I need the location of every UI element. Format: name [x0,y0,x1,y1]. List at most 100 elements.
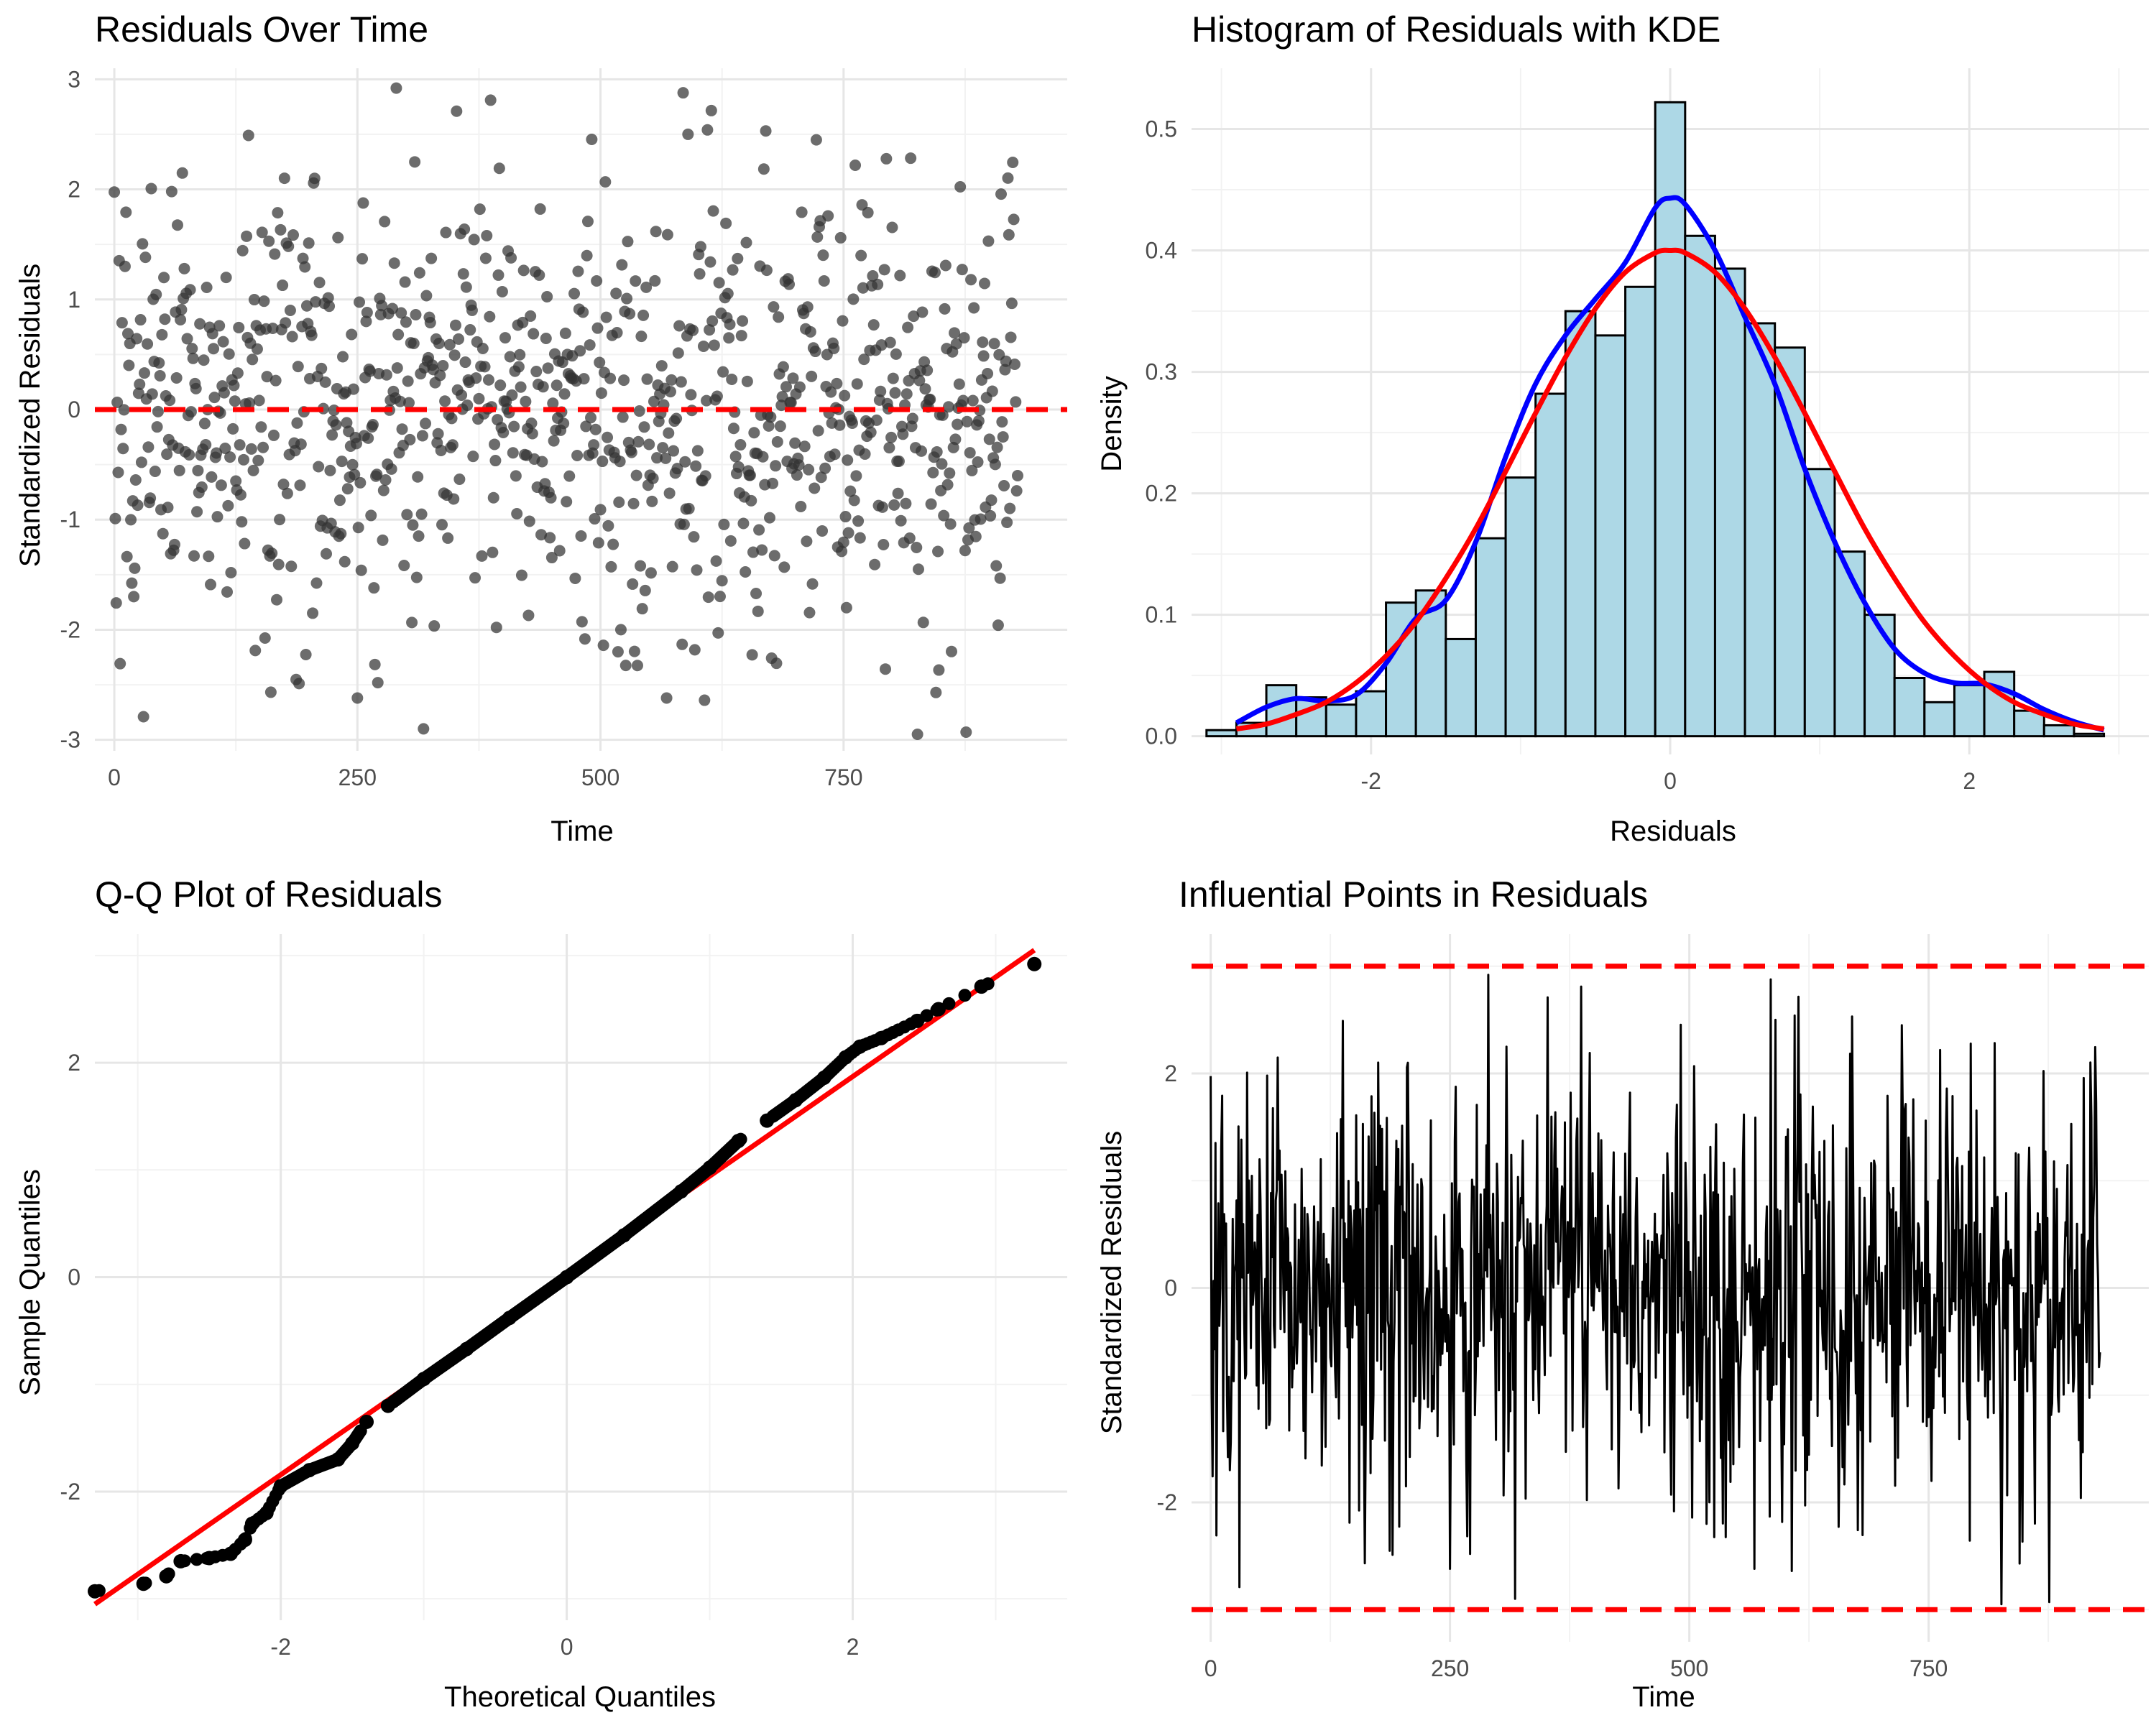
data-point [468,234,480,246]
data-point [929,267,941,279]
data-point [875,339,888,351]
data-point [228,379,240,392]
data-point [635,560,647,572]
data-point [137,711,149,723]
data-point [150,288,162,300]
data-point [773,311,785,323]
panel3-points [88,956,1042,1599]
data-point [972,415,985,427]
data-point [439,395,451,407]
data-point [595,387,607,399]
data-point [638,421,650,433]
data-point [704,324,716,336]
qq-point [237,1533,252,1548]
data-point [770,460,782,472]
data-point [688,531,700,543]
data-point [850,470,862,482]
data-point [713,277,725,289]
panel3-tick-labels: -2 0 2 -2 0 2 [60,1050,860,1660]
data-point [879,663,891,675]
histogram-bar [1654,101,1687,738]
histogram-bar [1594,334,1627,738]
data-point [789,437,801,449]
data-point [691,564,703,576]
data-point [547,397,559,410]
data-point [671,412,683,425]
data-point [1008,213,1020,226]
data-point [523,515,535,527]
data-point [351,692,364,704]
data-point [175,303,188,315]
data-point [916,306,929,318]
qq-point [173,1553,188,1568]
data-point [963,522,975,534]
data-point [517,316,529,328]
data-point [732,461,745,473]
data-point [170,371,183,384]
data-point [600,311,612,323]
data-point [303,237,315,249]
data-point [753,524,765,536]
data-point [767,477,779,489]
data-point [266,547,278,559]
data-point [132,499,144,512]
data-point [118,404,130,416]
data-point [267,322,279,334]
qq-point [838,1050,853,1065]
data-point [614,624,627,636]
data-point [675,376,687,388]
data-point [852,515,865,527]
histogram-bar [1684,234,1716,738]
data-point [512,361,525,373]
data-point [122,328,134,340]
data-point [660,692,673,704]
data-point [446,412,458,425]
data-point [162,502,174,514]
data-point [470,372,482,384]
data-point [677,87,689,99]
data-point [442,532,454,544]
data-point [110,597,122,609]
data-point [916,445,928,457]
data-point [740,236,752,249]
data-point [134,378,146,390]
qq-point [760,1113,775,1128]
data-point [164,394,176,407]
data-point [219,442,231,454]
y-tick-label: 0 [1164,1275,1177,1301]
data-point [308,172,321,185]
data-point [986,385,998,397]
data-point [437,359,449,371]
data-point [787,372,799,384]
data-point [129,474,142,486]
data-point [313,461,325,473]
data-point [618,374,630,387]
qq-point [259,1505,274,1520]
data-point [616,259,628,271]
data-point [123,359,135,371]
histogram-bar [1564,310,1597,738]
data-point [418,723,430,735]
data-point [908,310,920,323]
data-point [724,535,737,547]
data-point [858,354,870,366]
histogram-bar [1893,677,1926,738]
data-point [112,466,124,479]
data-point [469,572,482,584]
data-point [847,293,860,305]
data-point [687,324,699,336]
data-point [504,351,516,363]
x-tick-label: -2 [270,1634,290,1660]
data-point [541,290,553,302]
data-point [263,235,275,247]
data-point [816,525,829,537]
data-point [801,535,813,547]
data-point [247,464,259,476]
histogram-bar [1445,637,1477,738]
data-point [323,300,336,313]
data-point [575,530,587,542]
data-point [346,328,358,341]
data-point [668,445,680,457]
data-point [848,494,860,507]
data-point [959,545,971,557]
